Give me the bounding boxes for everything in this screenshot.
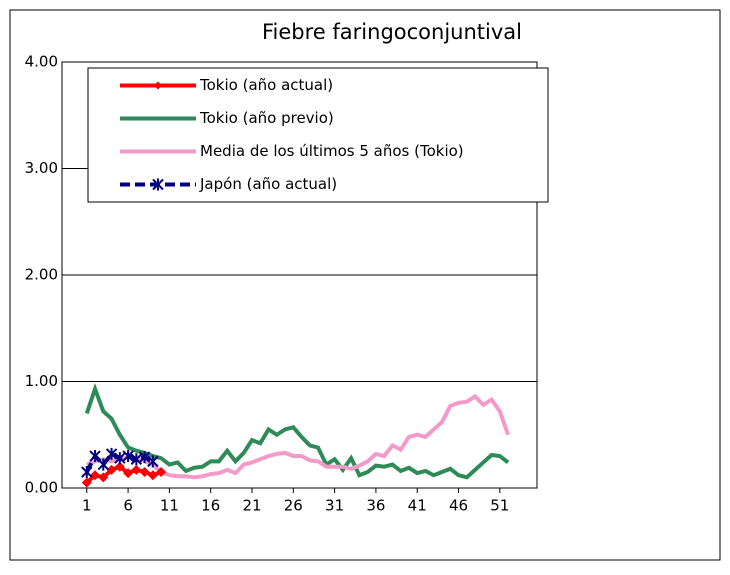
point-marker [122,450,134,463]
point-marker [90,470,101,481]
chart-title: Fiebre faringoconjuntival [262,20,522,44]
point-marker [97,458,110,471]
point-marker [105,447,118,460]
legend-label: Japón (año actual) [199,175,337,193]
point-marker [156,467,167,478]
legend-marker [152,178,164,191]
x-tick-label: 1 [82,497,92,515]
point-marker [147,455,159,468]
point-marker [89,450,101,463]
point-marker [114,461,125,472]
y-tick-label: 3.00 [25,159,58,177]
x-tick-label: 21 [242,497,261,515]
point-marker [130,453,143,466]
x-tick-label: 51 [490,497,509,515]
point-marker [98,472,109,483]
x-tick-label: 11 [160,497,179,515]
point-marker [81,466,93,479]
y-tick-label: 1.00 [25,372,58,390]
point-marker [131,464,142,475]
series-line [86,393,510,480]
y-tick-label: 2.00 [25,266,58,284]
x-tick-label: 36 [366,497,385,515]
y-tick-label: 0.00 [25,479,58,497]
point-marker [114,452,126,465]
point-marker [123,468,134,479]
x-tick-label: 46 [449,497,468,515]
point-marker [139,467,150,478]
x-tick-label: 6 [123,497,133,515]
legend-box [87,67,549,203]
point-marker [138,451,151,464]
point-marker [106,464,117,475]
legend-label: Tokio (año actual) [199,76,333,94]
point-marker [81,477,92,488]
x-tick-label: 26 [284,497,303,515]
point-marker [147,470,158,481]
x-tick-label: 31 [325,497,344,515]
legend-label: Media de los últimos 5 años (Tokio) [200,142,464,160]
x-tick-label: 41 [408,497,427,515]
x-tick-label: 16 [201,497,220,515]
legend-label: Tokio (año previo) [199,109,334,127]
y-tick-label: 4.00 [25,53,58,71]
legend-marker [154,81,162,90]
series-line [85,464,162,485]
